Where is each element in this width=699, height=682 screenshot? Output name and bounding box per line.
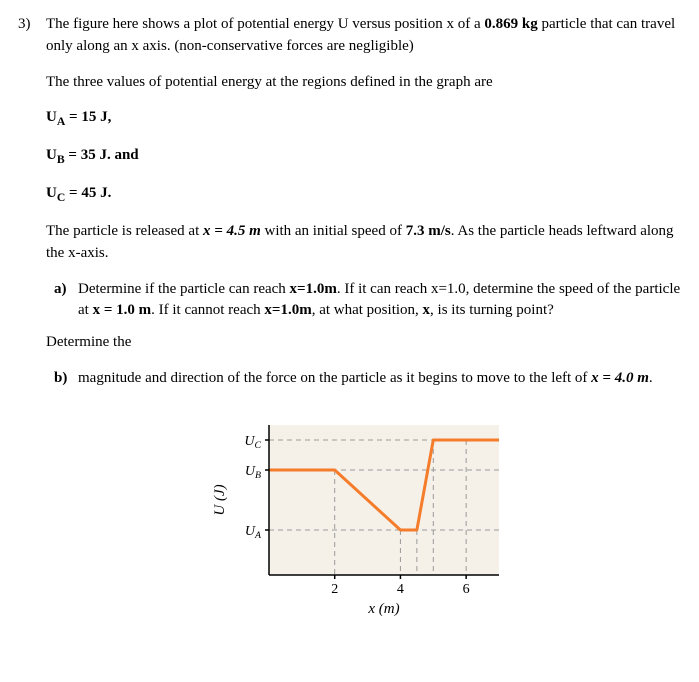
a-post: , is its turning point? <box>430 302 554 318</box>
b-b1: x = 4.0 m <box>591 370 649 386</box>
svg-text:2: 2 <box>331 582 338 597</box>
subpart-b: b) magnitude and direction of the force … <box>46 368 681 390</box>
b-post: . <box>649 370 653 386</box>
problem-number: 3) <box>18 14 38 620</box>
a-b2: x = 1.0 m <box>93 302 152 318</box>
problem-body: The figure here shows a plot of potentia… <box>46 14 681 620</box>
subpart-b-label: b) <box>54 368 72 390</box>
svg-text:x (m): x (m) <box>367 601 399 617</box>
svg-text:UA: UA <box>244 524 261 541</box>
release-paragraph: The particle is released at x = 4.5 m wi… <box>46 221 681 265</box>
svg-text:6: 6 <box>462 582 469 597</box>
ub-sub: B <box>57 153 65 166</box>
ub-label: U <box>46 147 57 163</box>
potential-energy-chart: UC UB UA 2 4 6 x (m) U (J) <box>199 410 529 620</box>
a-mid2: . If it cannot reach <box>151 302 264 318</box>
intro-pre: The figure here shows a plot of potentia… <box>46 16 484 32</box>
svg-text:UC: UC <box>244 434 261 451</box>
a-b4: x <box>423 302 431 318</box>
release-x: x = 4.5 m <box>203 223 261 239</box>
uc-label: U <box>46 185 57 201</box>
ua-line: UA = 15 J, <box>46 107 681 131</box>
uc-line: UC = 45 J. <box>46 183 681 207</box>
svg-text:UB: UB <box>244 464 260 481</box>
a-pre: Determine if the particle can reach <box>78 281 290 297</box>
determine-the: Determine the <box>46 332 681 354</box>
uc-val: = 45 J. <box>65 185 111 201</box>
release-mid: with an initial speed of <box>261 223 406 239</box>
pe-intro: The three values of potential energy at … <box>46 72 681 94</box>
a-mid3: , at what position, <box>312 302 423 318</box>
ub-line: UB = 35 J. and <box>46 145 681 169</box>
chart-container: UC UB UA 2 4 6 x (m) U (J) <box>46 410 681 620</box>
subpart-a: a) Determine if the particle can reach x… <box>46 279 681 323</box>
ub-val: = 35 J. and <box>65 147 139 163</box>
intro-paragraph: The figure here shows a plot of potentia… <box>46 14 681 58</box>
svg-text:U (J): U (J) <box>212 484 228 515</box>
release-pre: The particle is released at <box>46 223 203 239</box>
subpart-b-text: magnitude and direction of the force on … <box>78 368 653 390</box>
a-b3: x=1.0m <box>264 302 311 318</box>
ua-label: U <box>46 109 57 125</box>
svg-text:4: 4 <box>396 582 403 597</box>
a-b1: x=1.0m <box>290 281 337 297</box>
subpart-a-text: Determine if the particle can reach x=1.… <box>78 279 681 323</box>
subpart-a-label: a) <box>54 279 72 323</box>
problem-3: 3) The figure here shows a plot of poten… <box>18 14 681 620</box>
mass-value: 0.869 kg <box>484 16 537 32</box>
b-pre: magnitude and direction of the force on … <box>78 370 591 386</box>
ua-val: = 15 J, <box>65 109 111 125</box>
release-v: 7.3 m/s <box>406 223 451 239</box>
